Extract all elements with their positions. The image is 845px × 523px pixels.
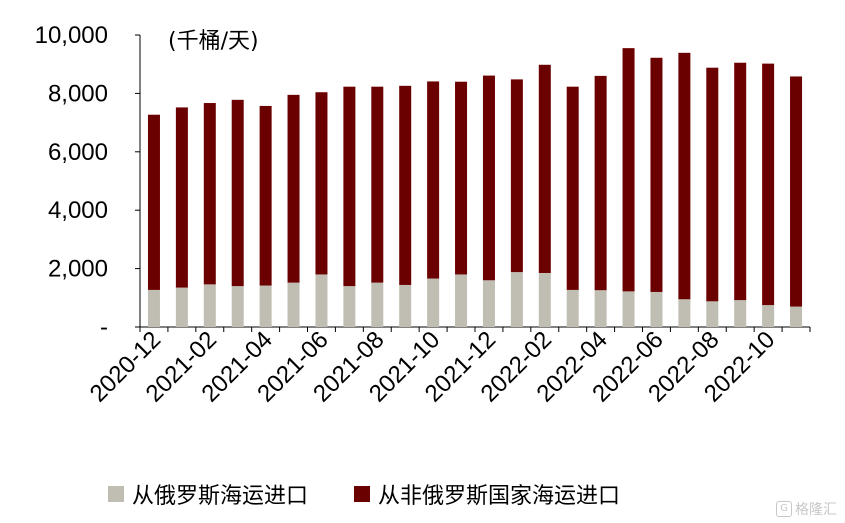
bar-non-russia bbox=[315, 92, 328, 275]
y-tick-label: 2,000 bbox=[48, 256, 108, 283]
bar-non-russia bbox=[371, 86, 384, 283]
x-axis: 2020-122021-022021-042021-062021-082021-… bbox=[85, 326, 811, 408]
bar-russia bbox=[678, 299, 691, 327]
bar-russia bbox=[566, 289, 579, 327]
bar-russia bbox=[706, 301, 719, 327]
unit-label: (千桶/天) bbox=[168, 29, 259, 54]
bar-russia bbox=[203, 284, 216, 327]
y-tick-label: 6,000 bbox=[48, 139, 108, 166]
bar-russia bbox=[510, 272, 523, 327]
y-tick-label: 8,000 bbox=[48, 80, 108, 107]
bar-russia bbox=[427, 278, 440, 327]
y-tick-label: - bbox=[100, 314, 108, 341]
bar-non-russia bbox=[343, 86, 356, 287]
bar-non-russia bbox=[287, 94, 300, 283]
bar-russia bbox=[343, 286, 356, 327]
legend-label-non-russia: 从非俄罗斯国家海运进口 bbox=[378, 484, 621, 509]
legend-swatch-non-russia bbox=[354, 486, 371, 502]
bar-non-russia bbox=[203, 103, 216, 285]
bar-russia bbox=[315, 274, 328, 327]
bar-non-russia bbox=[650, 57, 663, 292]
bar-non-russia bbox=[762, 63, 775, 306]
bar-russia bbox=[538, 272, 551, 327]
bars bbox=[147, 48, 803, 327]
bar-non-russia bbox=[231, 99, 244, 287]
bar-russia bbox=[734, 300, 747, 327]
bar-russia bbox=[147, 289, 160, 327]
bar-non-russia bbox=[734, 62, 747, 301]
bar-non-russia bbox=[538, 64, 551, 273]
watermark-text: 格隆汇 bbox=[795, 502, 837, 518]
bar-russia bbox=[762, 305, 775, 327]
bar-russia bbox=[371, 282, 384, 327]
y-tick-label: 4,000 bbox=[48, 197, 108, 224]
bar-non-russia bbox=[399, 85, 412, 285]
legend-swatch-russia bbox=[108, 486, 124, 502]
bar-non-russia bbox=[510, 79, 523, 273]
bar-russia bbox=[455, 274, 468, 327]
watermark: G 格隆汇 bbox=[776, 499, 837, 519]
legend-label-russia: 从俄罗斯海运进口 bbox=[132, 484, 309, 509]
bar-russia bbox=[594, 290, 607, 327]
bar-non-russia bbox=[455, 81, 468, 275]
y-tick-label: 10,000 bbox=[35, 22, 108, 49]
bar-non-russia bbox=[147, 114, 160, 290]
bar-non-russia bbox=[482, 75, 495, 281]
bar-russia bbox=[622, 291, 635, 327]
bar-non-russia bbox=[678, 52, 691, 300]
bar-non-russia bbox=[790, 76, 803, 307]
bar-non-russia bbox=[706, 67, 719, 302]
bar-russia bbox=[175, 287, 188, 327]
bar-russia bbox=[287, 282, 300, 327]
bar-non-russia bbox=[175, 107, 188, 288]
legend-item-non-russia: 从非俄罗斯国家海运进口 bbox=[354, 478, 620, 510]
bar-non-russia bbox=[259, 105, 272, 286]
bar-russia bbox=[482, 280, 495, 327]
bar-russia bbox=[650, 291, 663, 327]
bar-russia bbox=[259, 285, 272, 327]
bar-non-russia bbox=[427, 81, 440, 279]
bar-non-russia bbox=[622, 48, 635, 292]
bar-russia bbox=[790, 306, 803, 327]
watermark-logo-icon: G bbox=[776, 501, 792, 517]
bar-russia bbox=[399, 284, 412, 327]
legend: 从俄罗斯海运进口 从非俄罗斯国家海运进口 bbox=[108, 478, 620, 510]
legend-item-russia: 从俄罗斯海运进口 bbox=[108, 478, 308, 510]
y-axis: - 2,000 4,000 6,000 8,000 10,000 bbox=[35, 22, 141, 341]
bar-non-russia bbox=[594, 75, 607, 291]
bar-russia bbox=[231, 286, 244, 327]
bar-non-russia bbox=[566, 86, 579, 290]
